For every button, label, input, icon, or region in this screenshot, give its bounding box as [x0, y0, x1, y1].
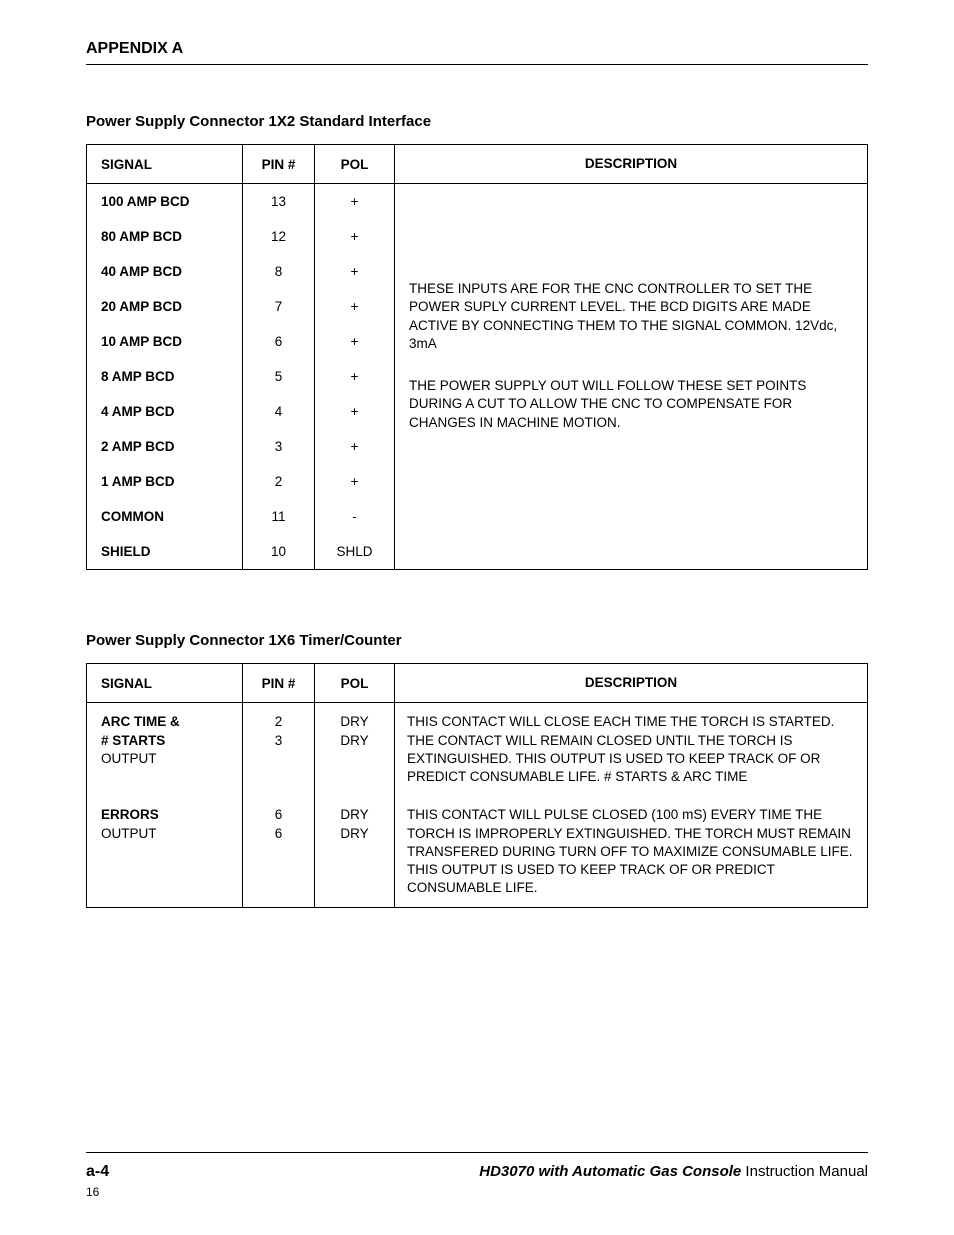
desc-paragraph-1: THESE INPUTS ARE FOR THE CNC CONTROLLER …	[407, 272, 855, 361]
pin-line: 3	[275, 733, 283, 748]
cell-signal: 4 AMP BCD	[87, 394, 243, 429]
section2-title: Power Supply Connector 1X6 Timer/Counter	[86, 632, 868, 649]
section1-title: Power Supply Connector 1X2 Standard Inte…	[86, 113, 868, 130]
cell-pin: 2	[243, 464, 315, 499]
table-row: 100 AMP BCD 13 + THESE INPUTS ARE FOR TH…	[87, 184, 868, 220]
cell-pol: +	[315, 184, 395, 220]
cell-pin: 11	[243, 499, 315, 534]
table-1x6: SIGNAL PIN # POL DESCRIPTION ARC TIME & …	[86, 663, 868, 908]
signal-line: OUTPUT	[101, 751, 157, 766]
cell-desc-merged: THESE INPUTS ARE FOR THE CNC CONTROLLER …	[395, 184, 868, 570]
col-desc: DESCRIPTION	[395, 145, 868, 184]
cell-pin: 6 6	[243, 796, 315, 908]
cell-pol: DRY DRY	[315, 796, 395, 908]
col-pol: POL	[315, 664, 395, 703]
table-header-row: SIGNAL PIN # POL DESCRIPTION	[87, 664, 868, 703]
desc-paragraph-2: THE POWER SUPPLY OUT WILL FOLLOW THESE S…	[407, 369, 855, 440]
table-1x2: SIGNAL PIN # POL DESCRIPTION 100 AMP BCD…	[86, 144, 868, 570]
pol-line: DRY	[340, 733, 368, 748]
cell-desc: THIS CONTACT WILL PULSE CLOSED (100 mS) …	[395, 796, 868, 908]
cell-pol: +	[315, 289, 395, 324]
cell-pin: 4	[243, 394, 315, 429]
cell-pol: SHLD	[315, 534, 395, 570]
table-row: ERRORS OUTPUT 6 6 DRY DRY THIS CONTACT W…	[87, 796, 868, 908]
cell-signal: ARC TIME & # STARTS OUTPUT	[87, 703, 243, 796]
signal-line: ERRORS	[101, 807, 159, 822]
cell-signal: 1 AMP BCD	[87, 464, 243, 499]
cell-pin: 2 3	[243, 703, 315, 796]
col-pol: POL	[315, 145, 395, 184]
cell-pin: 10	[243, 534, 315, 570]
cell-pin: 12	[243, 219, 315, 254]
cell-signal: 40 AMP BCD	[87, 254, 243, 289]
signal-line: OUTPUT	[101, 826, 157, 841]
cell-pin: 3	[243, 429, 315, 464]
cell-pol: +	[315, 254, 395, 289]
cell-signal: 20 AMP BCD	[87, 289, 243, 324]
cell-signal: 100 AMP BCD	[87, 184, 243, 220]
appendix-header: APPENDIX A	[86, 40, 868, 65]
pin-line: 2	[275, 714, 283, 729]
cell-pin: 13	[243, 184, 315, 220]
pin-line: 6	[275, 826, 283, 841]
col-signal: SIGNAL	[87, 145, 243, 184]
page-footer: a-4 HD3070 with Automatic Gas Console In…	[86, 1152, 868, 1199]
footer-small-number: 16	[86, 1185, 868, 1199]
cell-desc: THIS CONTACT WILL CLOSE EACH TIME THE TO…	[395, 703, 868, 796]
cell-pin: 5	[243, 359, 315, 394]
table-row: ARC TIME & # STARTS OUTPUT 2 3 DRY DRY T…	[87, 703, 868, 796]
pol-line: DRY	[340, 714, 368, 729]
pin-line: 6	[275, 807, 283, 822]
table-header-row: SIGNAL PIN # POL DESCRIPTION	[87, 145, 868, 184]
cell-pol: DRY DRY	[315, 703, 395, 796]
cell-pol: +	[315, 219, 395, 254]
cell-signal: ERRORS OUTPUT	[87, 796, 243, 908]
pol-line: DRY	[340, 826, 368, 841]
manual-label: Instruction Manual	[741, 1163, 868, 1180]
signal-line: ARC TIME &	[101, 714, 180, 729]
cell-signal: COMMON	[87, 499, 243, 534]
cell-pin: 6	[243, 324, 315, 359]
footer-product: HD3070 with Automatic Gas Console Instru…	[479, 1163, 868, 1180]
col-pin: PIN #	[243, 145, 315, 184]
cell-signal: 8 AMP BCD	[87, 359, 243, 394]
pol-line: DRY	[340, 807, 368, 822]
cell-pol: +	[315, 429, 395, 464]
cell-signal: 80 AMP BCD	[87, 219, 243, 254]
cell-pol: +	[315, 359, 395, 394]
cell-signal: 10 AMP BCD	[87, 324, 243, 359]
product-name: HD3070 with Automatic Gas Console	[479, 1163, 741, 1180]
cell-pol: +	[315, 394, 395, 429]
page-number: a-4	[86, 1163, 109, 1181]
col-pin: PIN #	[243, 664, 315, 703]
cell-pol: +	[315, 324, 395, 359]
cell-signal: SHIELD	[87, 534, 243, 570]
col-signal: SIGNAL	[87, 664, 243, 703]
signal-line: # STARTS	[101, 733, 165, 748]
cell-signal: 2 AMP BCD	[87, 429, 243, 464]
cell-pin: 7	[243, 289, 315, 324]
cell-pol: -	[315, 499, 395, 534]
cell-pin: 8	[243, 254, 315, 289]
col-desc: DESCRIPTION	[395, 664, 868, 703]
cell-pol: +	[315, 464, 395, 499]
